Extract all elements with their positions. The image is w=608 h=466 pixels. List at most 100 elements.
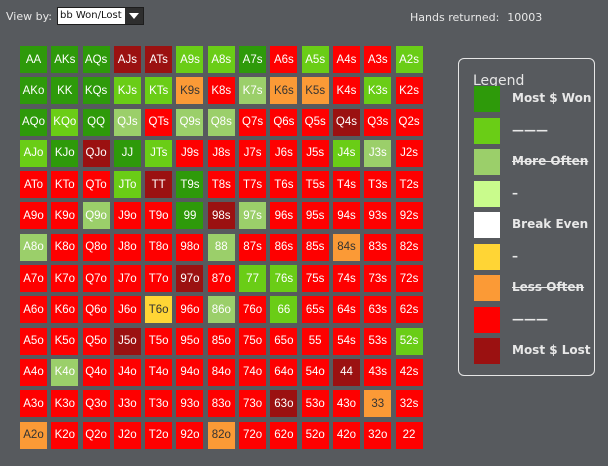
hand-cell[interactable]: 73s	[364, 265, 392, 293]
hand-cell[interactable]: Q2s	[395, 108, 423, 136]
hand-cell[interactable]: K6s	[270, 77, 298, 105]
hand-cell[interactable]: K4s	[332, 77, 360, 105]
hand-cell[interactable]: Q3s	[364, 108, 392, 136]
hand-cell[interactable]: AQs	[82, 46, 110, 73]
hand-cell[interactable]: 65o	[270, 327, 298, 355]
hand-cell[interactable]: 97s	[239, 202, 267, 230]
hand-cell[interactable]: K6o	[51, 296, 79, 324]
hand-cell[interactable]: 43s	[364, 358, 392, 386]
hand-cell[interactable]: A9o	[20, 202, 47, 230]
hand-cell[interactable]: Q3o	[82, 390, 110, 418]
hand-cell[interactable]: J8o	[113, 233, 141, 261]
hand-cell[interactable]: 93s	[364, 202, 392, 230]
hand-cell[interactable]: Q6o	[82, 296, 110, 324]
hand-cell[interactable]: T6o	[145, 296, 173, 324]
hand-cell[interactable]: J6s	[270, 139, 298, 167]
hand-cell[interactable]: 98o	[176, 233, 204, 261]
hand-cell[interactable]: K9o	[51, 202, 79, 230]
hand-cell[interactable]: JTo	[113, 171, 141, 199]
hand-cell[interactable]: 32o	[364, 421, 392, 449]
hand-cell[interactable]: A8o	[20, 233, 47, 261]
hand-cell[interactable]: 63o	[270, 390, 298, 418]
hand-cell[interactable]: A3o	[20, 390, 47, 418]
hand-cell[interactable]: K3o	[51, 390, 79, 418]
hand-cell[interactable]: A7s	[239, 46, 267, 73]
hand-cell[interactable]: 52o	[301, 421, 329, 449]
hand-cell[interactable]: T9o	[145, 202, 173, 230]
hand-cell[interactable]: 64s	[332, 296, 360, 324]
hand-cell[interactable]: AQo	[20, 108, 47, 136]
hand-cell[interactable]: ATo	[20, 171, 47, 199]
hand-cell[interactable]: A4s	[332, 46, 360, 73]
hand-cell[interactable]: KK	[51, 77, 79, 105]
hand-cell[interactable]: 33	[364, 390, 392, 418]
hand-cell[interactable]: KQs	[82, 77, 110, 105]
hand-cell[interactable]: K5s	[301, 77, 329, 105]
hand-cell[interactable]: A3s	[364, 46, 392, 73]
chevron-down-icon[interactable]	[125, 8, 143, 24]
hand-cell[interactable]: 73o	[239, 390, 267, 418]
hand-cell[interactable]: 86s	[270, 233, 298, 261]
hand-cell[interactable]: K3s	[364, 77, 392, 105]
hand-cell[interactable]: J6o	[113, 296, 141, 324]
hand-cell[interactable]: J2o	[113, 421, 141, 449]
hand-cell[interactable]: 96o	[176, 296, 204, 324]
hand-cell[interactable]: K2s	[395, 77, 423, 105]
hand-cell[interactable]: 72o	[239, 421, 267, 449]
hand-cell[interactable]: 75o	[239, 327, 267, 355]
hand-cell[interactable]: A2s	[395, 46, 423, 73]
hand-cell[interactable]: 84s	[332, 233, 360, 261]
hand-cell[interactable]: T4s	[332, 171, 360, 199]
hand-cell[interactable]: 98s	[207, 202, 235, 230]
hand-cell[interactable]: 43o	[332, 390, 360, 418]
hand-cell[interactable]: 77	[239, 265, 267, 293]
hand-cell[interactable]: QTs	[145, 108, 173, 136]
hand-cell[interactable]: 96s	[270, 202, 298, 230]
hand-cell[interactable]: 62s	[395, 296, 423, 324]
hand-cell[interactable]: T7s	[239, 171, 267, 199]
view-by-dropdown[interactable]: bb Won/Lost	[57, 7, 144, 25]
hand-cell[interactable]: ATs	[145, 46, 173, 73]
hand-cell[interactable]: A2o	[20, 421, 47, 449]
hand-cell[interactable]: K7s	[239, 77, 267, 105]
hand-cell[interactable]: 53s	[364, 327, 392, 355]
hand-cell[interactable]: K5o	[51, 327, 79, 355]
hand-cell[interactable]: 64o	[270, 358, 298, 386]
hand-cell[interactable]: Q2o	[82, 421, 110, 449]
hand-cell[interactable]: QTo	[82, 171, 110, 199]
hand-cell[interactable]: T8s	[207, 171, 235, 199]
hand-cell[interactable]: K7o	[51, 265, 79, 293]
hand-cell[interactable]: 83s	[364, 233, 392, 261]
hand-cell[interactable]: Q4o	[82, 358, 110, 386]
hand-cell[interactable]: J5o	[113, 327, 141, 355]
hand-cell[interactable]: 85o	[207, 327, 235, 355]
hand-cell[interactable]: J9s	[176, 139, 204, 167]
hand-cell[interactable]: J3o	[113, 390, 141, 418]
hand-cell[interactable]: AKo	[20, 77, 47, 105]
hand-cell[interactable]: AA	[20, 46, 47, 73]
hand-cell[interactable]: 53o	[301, 390, 329, 418]
hand-cell[interactable]: 52s	[395, 327, 423, 355]
hand-cell[interactable]: J3s	[364, 139, 392, 167]
hand-cell[interactable]: T2s	[395, 171, 423, 199]
hand-cell[interactable]: Q5o	[82, 327, 110, 355]
hand-cell[interactable]: T2o	[145, 421, 173, 449]
hand-cell[interactable]: Q7s	[239, 108, 267, 136]
hand-cell[interactable]: 94s	[332, 202, 360, 230]
hand-cell[interactable]: KQo	[51, 108, 79, 136]
hand-cell[interactable]: K4o	[51, 358, 79, 386]
hand-cell[interactable]: K8o	[51, 233, 79, 261]
hand-cell[interactable]: QJs	[113, 108, 141, 136]
hand-cell[interactable]: T9s	[176, 171, 204, 199]
hand-cell[interactable]: QJo	[82, 139, 110, 167]
hand-cell[interactable]: A5o	[20, 327, 47, 355]
hand-cell[interactable]: JTs	[145, 139, 173, 167]
hand-cell[interactable]: 66	[270, 296, 298, 324]
hand-cell[interactable]: TT	[145, 171, 173, 199]
hand-cell[interactable]: 76o	[239, 296, 267, 324]
hand-cell[interactable]: 65s	[301, 296, 329, 324]
hand-cell[interactable]: 97o	[176, 265, 204, 293]
hand-cell[interactable]: 85s	[301, 233, 329, 261]
hand-cell[interactable]: 44	[332, 358, 360, 386]
hand-cell[interactable]: 32s	[395, 390, 423, 418]
